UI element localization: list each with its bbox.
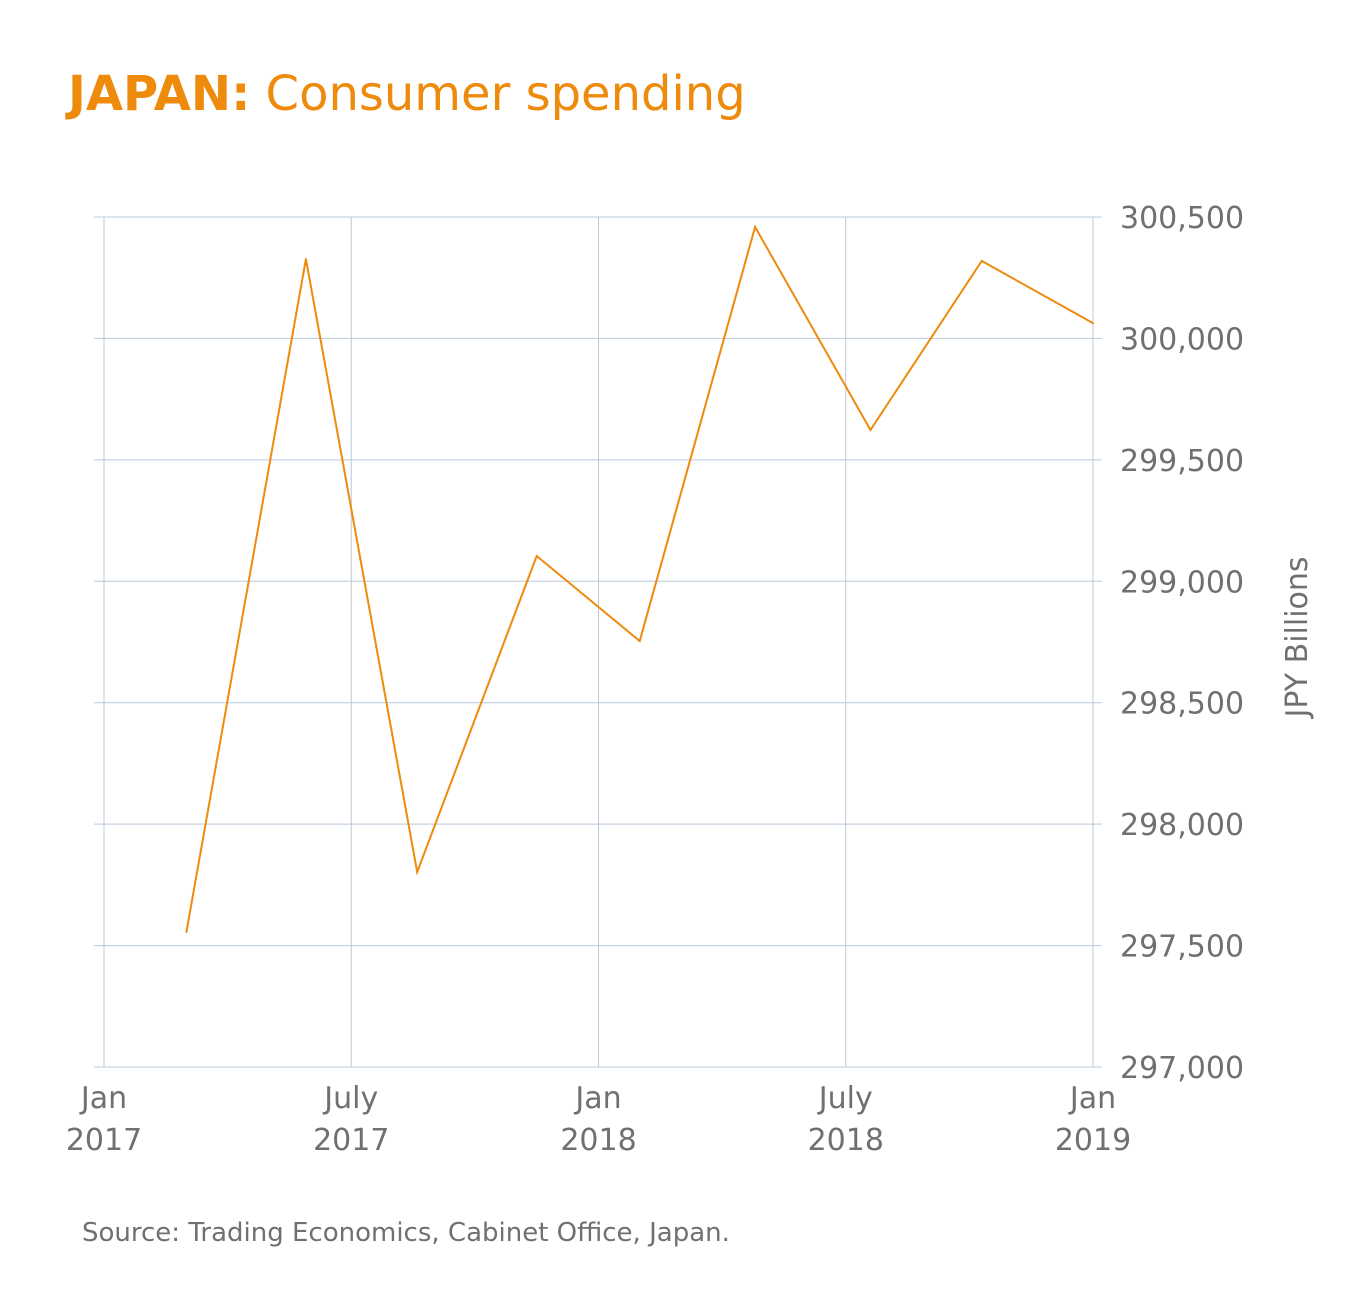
y-tick-label: 298,000 <box>1120 808 1244 843</box>
y-tick-label: 299,500 <box>1120 444 1244 479</box>
data-point <box>980 259 983 262</box>
data-point <box>416 870 419 873</box>
x-tick-label: July <box>322 1081 378 1116</box>
source-note: Source: Trading Economics, Cabinet Offic… <box>82 1218 730 1248</box>
y-tick-label: 300,000 <box>1120 322 1244 357</box>
y-tick-label: 297,500 <box>1120 930 1244 965</box>
y-tick-label: 299,000 <box>1120 565 1244 600</box>
title-subject: Consumer spending <box>250 66 746 122</box>
data-point <box>304 258 307 261</box>
x-tick-label: 2019 <box>1055 1123 1131 1158</box>
x-tick-label: 2018 <box>808 1123 884 1158</box>
x-tick-label: 2017 <box>313 1123 389 1158</box>
x-tick-label: Jan <box>573 1081 621 1116</box>
title-country: JAPAN: <box>68 66 251 122</box>
y-tick-label: 297,000 <box>1120 1051 1244 1086</box>
x-tick-label: Jan <box>1068 1081 1116 1116</box>
chart-title: JAPAN: Consumer spending <box>68 66 746 122</box>
data-point <box>638 640 641 643</box>
data-point <box>535 555 538 558</box>
data-point <box>869 428 872 431</box>
y-tick-label: 298,500 <box>1120 687 1244 722</box>
data-point <box>1092 322 1094 325</box>
data-point <box>754 225 757 228</box>
y-axis-title: JPY Billions <box>1280 556 1315 719</box>
x-tick-label: 2018 <box>560 1123 636 1158</box>
y-tick-label: 300,500 <box>1120 201 1244 236</box>
x-tick-label: July <box>817 1081 873 1116</box>
series-line-consumer-spending <box>185 224 1094 933</box>
data-point <box>185 930 188 933</box>
x-tick-label: 2017 <box>66 1123 142 1158</box>
x-tick-label: Jan <box>79 1081 127 1116</box>
